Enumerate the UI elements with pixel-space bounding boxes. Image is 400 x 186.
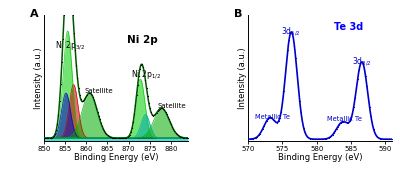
Text: 3d$_{5/2}$: 3d$_{5/2}$ bbox=[282, 26, 301, 39]
Text: B: B bbox=[234, 9, 242, 19]
Text: Metallic Te: Metallic Te bbox=[327, 116, 362, 122]
Text: Metallic Te: Metallic Te bbox=[255, 114, 290, 120]
X-axis label: Binding Energy (eV): Binding Energy (eV) bbox=[278, 153, 362, 162]
Text: 3d$_{3/2}$: 3d$_{3/2}$ bbox=[352, 56, 372, 68]
Text: Satellite: Satellite bbox=[157, 103, 186, 109]
Text: Ni 2p: Ni 2p bbox=[128, 35, 158, 45]
Text: Te 3d: Te 3d bbox=[334, 22, 364, 32]
Text: Ni 2p$_{3/2}$: Ni 2p$_{3/2}$ bbox=[54, 40, 84, 52]
Y-axis label: Intensity (a.u.): Intensity (a.u.) bbox=[238, 47, 247, 109]
Y-axis label: Intensity (a.u.): Intensity (a.u.) bbox=[34, 47, 43, 109]
X-axis label: Binding Energy (eV): Binding Energy (eV) bbox=[74, 153, 158, 162]
Text: Ni 2p$_{1/2}$: Ni 2p$_{1/2}$ bbox=[131, 68, 161, 81]
Text: A: A bbox=[30, 9, 38, 19]
Text: Satellite: Satellite bbox=[84, 88, 113, 94]
